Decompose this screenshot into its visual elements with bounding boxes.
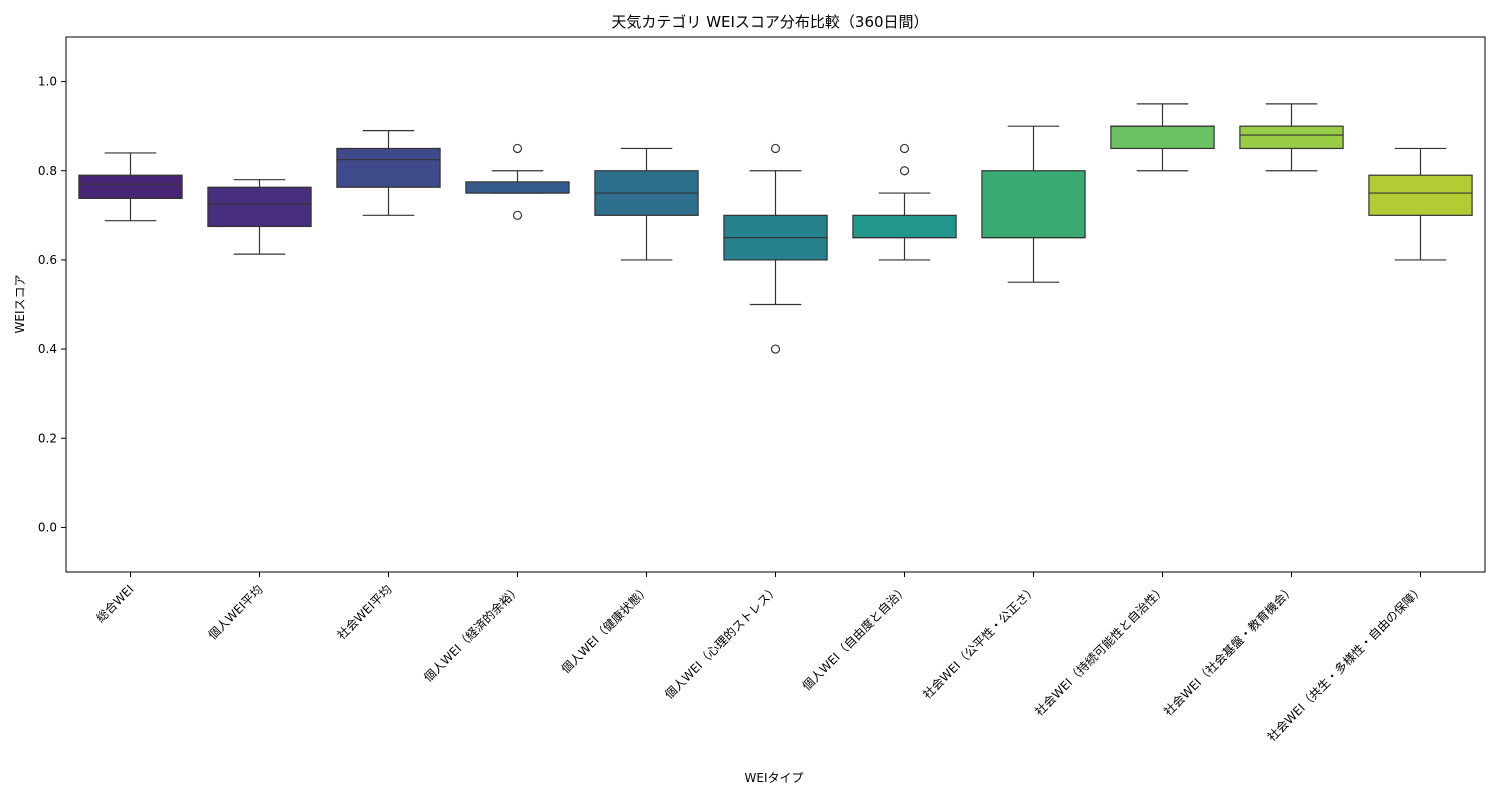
chart-title: 天気カテゴリ WEIスコア分布比較（360日間） (611, 13, 928, 31)
outlier-point (770, 344, 781, 354)
outlier-point (512, 143, 523, 154)
box-series (78, 103, 1473, 354)
box-group (981, 125, 1086, 283)
x-axis-label: WEIタイプ (745, 771, 804, 785)
box-group (336, 130, 441, 216)
box-group (594, 147, 699, 261)
box-iqr (336, 147, 441, 188)
x-tick-label: 個人WEI（自由度と自治） (799, 582, 911, 694)
box-group (723, 143, 828, 354)
outlier-point (512, 210, 523, 220)
x-tick-label: 個人WEI（健康状態） (558, 582, 653, 677)
x-tick-label: 社会WEI平均 (334, 582, 395, 643)
x-tick-label: 社会WEI（社会基盤・教育機会） (1160, 582, 1297, 719)
box-iqr (981, 170, 1086, 239)
box-group (207, 179, 312, 255)
x-tick-label: 社会WEI（持続可能性と自治性） (1031, 582, 1168, 719)
y-axis-label: WEIスコア (13, 275, 27, 334)
x-tick-label: 個人WEI（経済的余裕） (420, 582, 523, 685)
y-tick-label: 0.0 (38, 520, 57, 534)
y-tick-label: 0.6 (38, 253, 57, 267)
outlier-point (899, 166, 910, 176)
x-tick-label: 総合WEI (93, 582, 137, 626)
box-iqr (207, 186, 312, 228)
box-group (1368, 147, 1473, 261)
y-tick-label: 1.0 (38, 75, 57, 89)
box-iqr (852, 214, 957, 239)
y-tick-label: 0.2 (38, 431, 57, 445)
outlier-point (770, 143, 781, 154)
box-group (1110, 103, 1215, 172)
x-tick-label: 個人WEI（心理的ストレス） (661, 582, 781, 702)
y-tick-label: 0.8 (38, 164, 57, 178)
x-tick-label: 社会WEI（共生・多様性・自由の保障） (1264, 582, 1427, 745)
box-iqr (1239, 125, 1344, 150)
x-tick-label: 個人WEI平均 (206, 582, 266, 642)
box-group (852, 143, 957, 261)
box-group (1239, 103, 1344, 172)
box-iqr (1368, 174, 1473, 216)
x-tick-label: 社会WEI（公平性・公正さ） (919, 582, 1039, 702)
box-group (78, 152, 183, 222)
box-iqr (465, 181, 570, 194)
outlier-point (899, 143, 910, 154)
y-axis: 0.0 0.2 0.4 0.6 0.8 1.0 (38, 75, 66, 534)
box-group (465, 143, 570, 220)
x-axis: 総合WEI 個人WEI平均 社会WEI平均 個人WEI（経済的余裕） 個人WEI（健康状… (93, 572, 1427, 744)
box-iqr (78, 174, 183, 199)
box-iqr (1110, 125, 1215, 150)
y-tick-label: 0.4 (38, 342, 57, 356)
